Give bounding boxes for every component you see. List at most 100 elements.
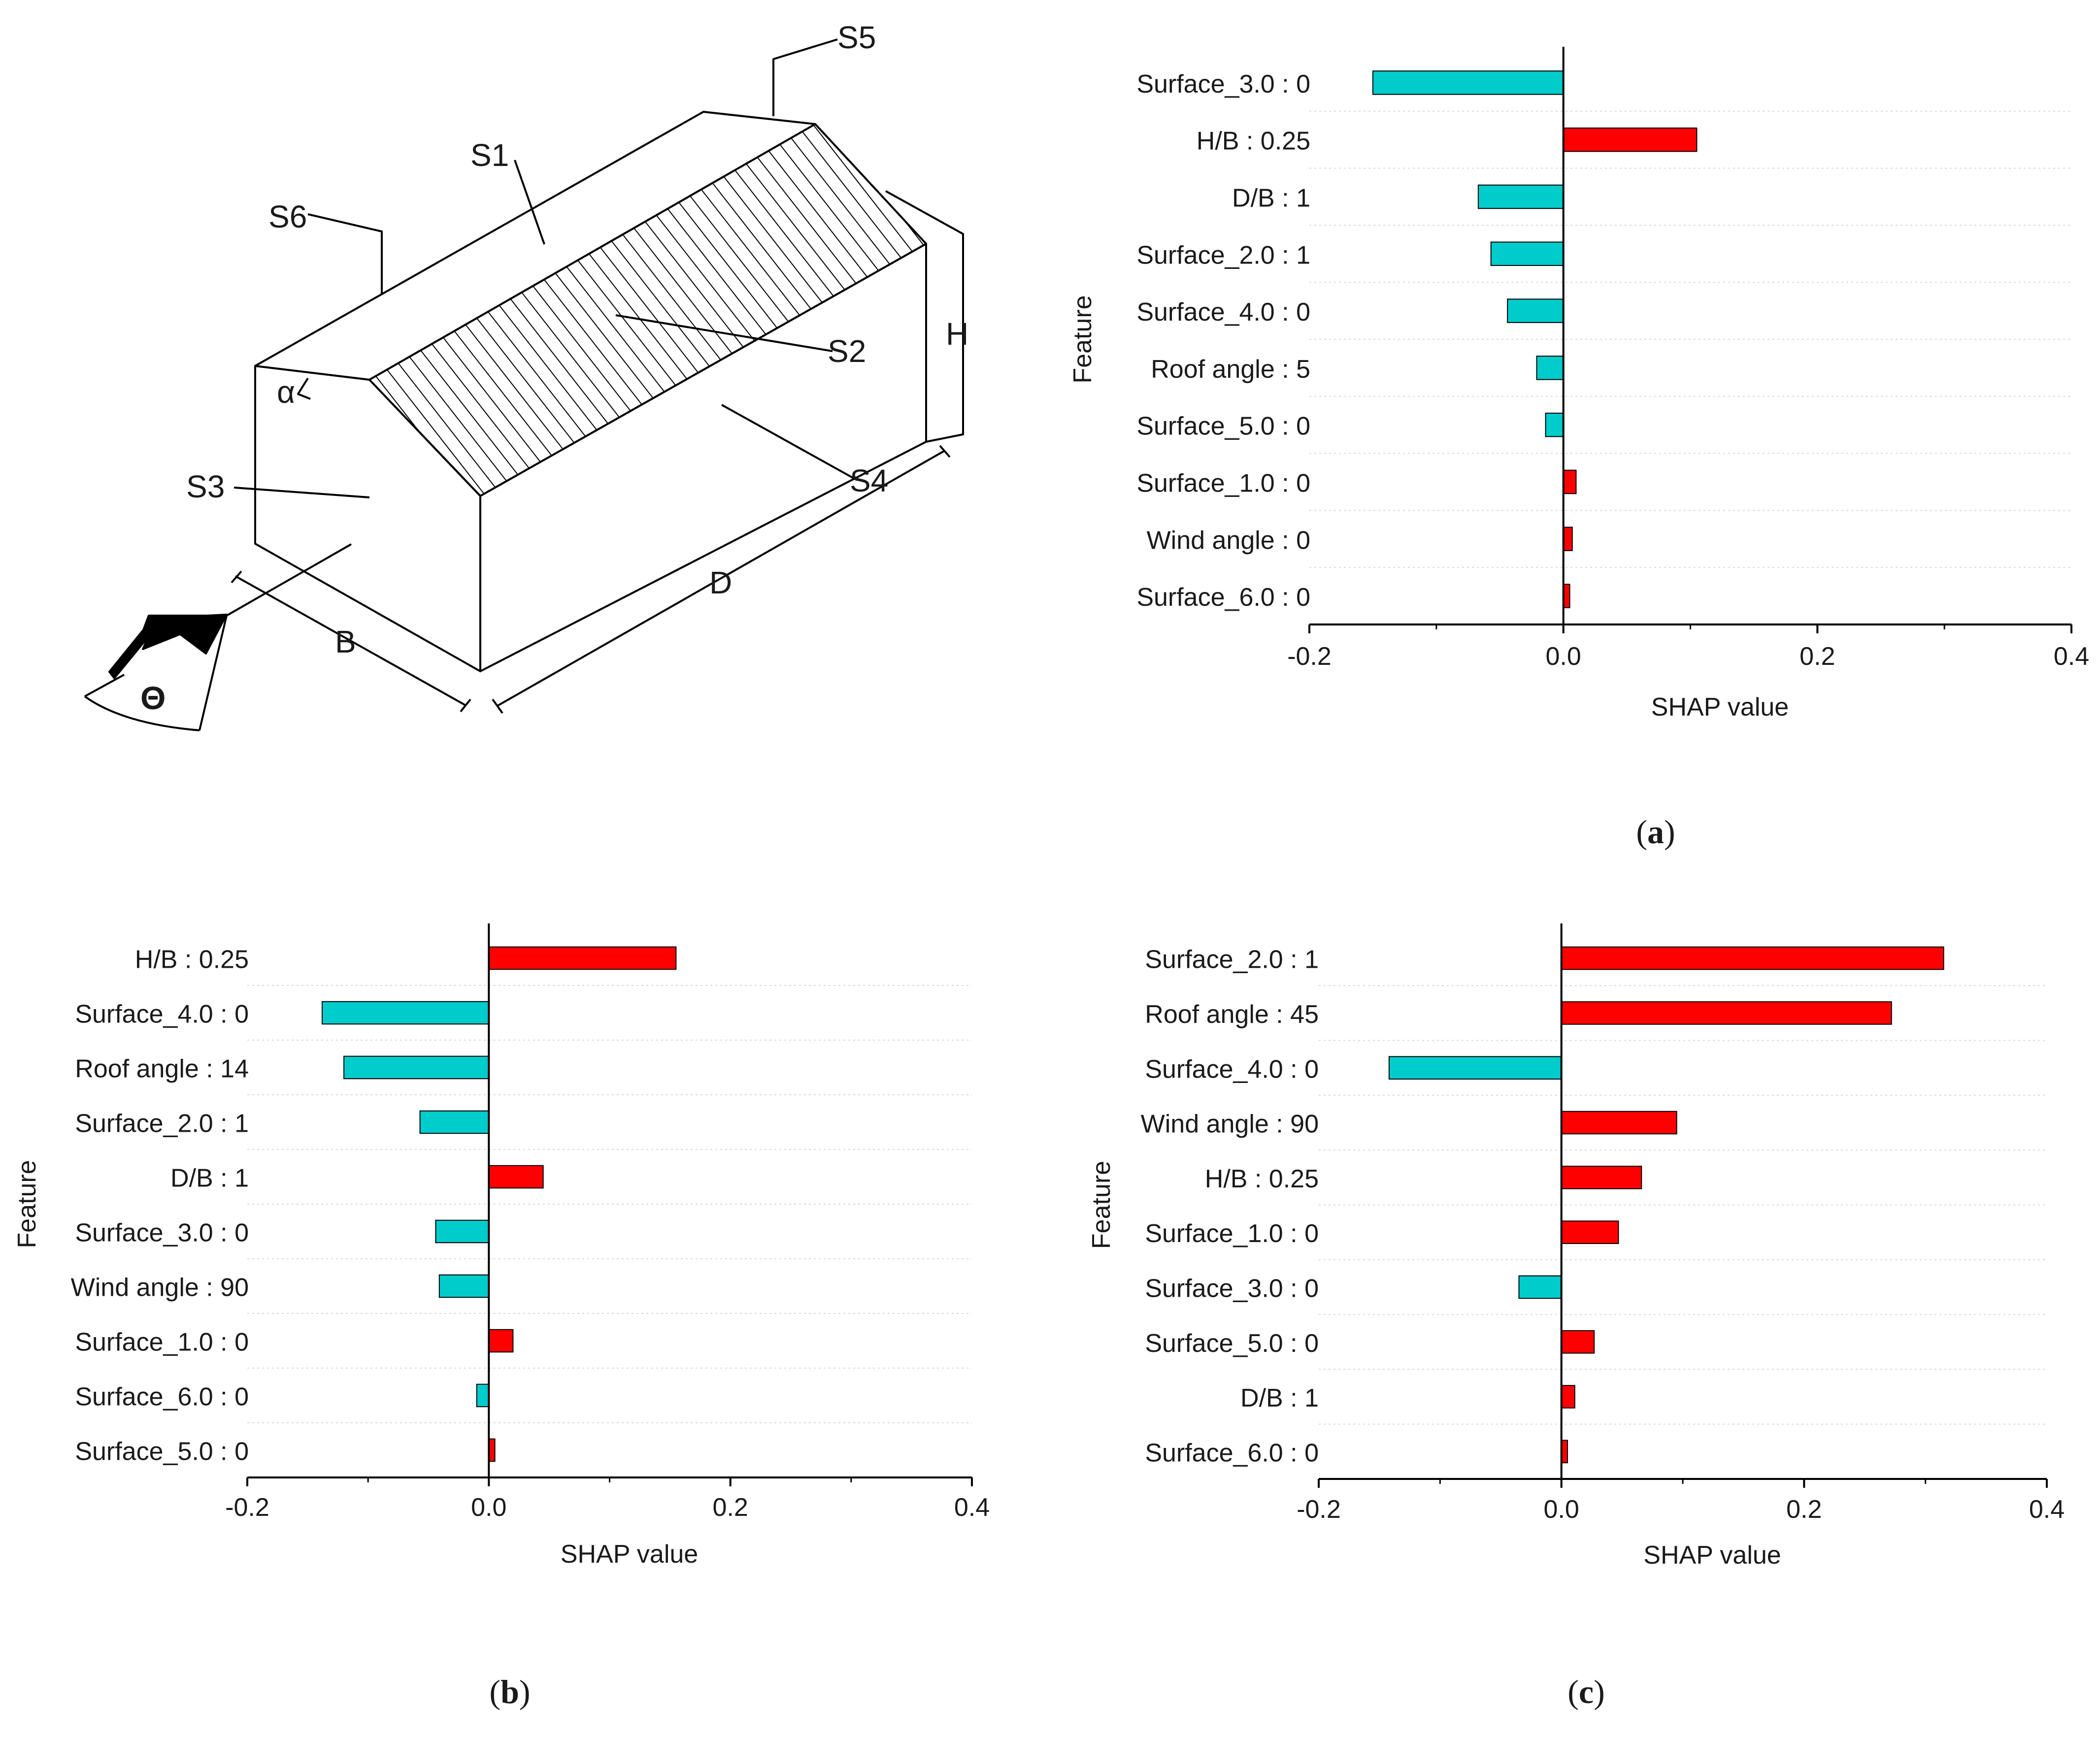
bar-8 [1563,469,1577,494]
bar-6 [1536,356,1564,380]
x-tick-label: 0.2 [713,1493,748,1522]
bar-1 [1561,946,1944,970]
y-axis-label: Feature [1087,1161,1116,1249]
label-h: H [946,316,968,352]
dimension-b-tick2 [460,698,471,713]
category-label: D/B : 1 [170,1164,249,1193]
label-s6: S6 [268,199,307,234]
caption-b: (b) [489,1673,530,1710]
bar-2 [1563,127,1698,152]
wind-direction-line [226,543,352,617]
bar-9 [476,1383,490,1408]
label-alpha: α [277,374,295,410]
category-label: Surface_5.0 : 0 [1136,412,1310,441]
category-label: Surface_1.0 : 0 [75,1328,249,1357]
x-tick-label: -0.2 [1287,642,1332,671]
leader-s4 [721,404,858,481]
x-tick-label: 0.4 [2029,1495,2065,1524]
leader-s5 [772,38,838,116]
category-label: Surface_6.0 : 0 [1145,1439,1319,1467]
category-label: Roof angle : 5 [1151,355,1310,384]
x-tick-label: 0.2 [1800,642,1835,671]
bar-5 [1507,298,1564,323]
theta-arc [84,695,200,731]
dimension-b-line [235,575,466,706]
category-label: Surface_2.0 : 1 [1136,241,1310,269]
label-s1: S1 [470,137,509,173]
x-tick-label: -0.2 [1297,1495,1341,1524]
category-label: Surface_4.0 : 0 [75,1000,249,1029]
category-label: Surface_6.0 : 0 [1136,583,1310,612]
bar-2 [322,1001,490,1025]
category-label: Surface_4.0 : 0 [1136,298,1310,327]
theta-arc-edge2 [84,674,125,697]
chart-c: Surface_2.0 : 1 Roof angle : 45 Surface_4.… [1087,923,2065,1570]
bar-3 [1477,184,1564,209]
bar-9 [1561,1385,1575,1409]
category-label: Surface_3.0 : 0 [1136,70,1310,98]
label-s4: S4 [850,463,888,498]
leader-alpha [297,377,311,400]
category-label: Roof angle : 14 [75,1055,249,1083]
bar-7 [1545,412,1564,437]
bar-7 [1518,1275,1562,1299]
category-label: Surface_3.0 : 0 [1145,1274,1319,1303]
label-theta: Θ [140,680,166,716]
y-axis-label: Feature [1068,295,1097,383]
chart-a: Surface_3.0 : 0 H/B : 0.25 D/B : 1 Surface_… [1068,47,2089,721]
category-label: Surface_1.0 : 0 [1136,469,1310,498]
dimension-d-tick2 [939,445,951,458]
bar-8 [488,1329,514,1353]
leader-s6 [307,213,383,295]
bar-1 [488,946,677,970]
dimension-d-line [497,450,945,707]
category-label: Wind angle : 0 [1147,526,1310,555]
bar-5 [488,1165,544,1189]
category-label: Surface_3.0 : 0 [75,1219,249,1247]
category-label: Surface_5.0 : 0 [75,1438,249,1466]
bar-4 [1490,241,1564,266]
category-label: Surface_4.0 : 0 [1145,1055,1319,1083]
category-label: D/B : 1 [1232,184,1310,213]
leader-s1 [514,160,545,245]
wind-arrow-icon [108,615,228,679]
dimension-h [885,190,964,443]
x-tick-label: 0.0 [1544,1495,1579,1524]
bar-8 [1561,1330,1595,1354]
dimension-b-tick1 [231,570,242,584]
wind-arrow-head-icon [158,614,228,655]
caption-c: (c) [1567,1673,1605,1710]
theta-arc-edge [199,615,228,731]
leader-s3 [233,487,370,498]
category-label: Surface_1.0 : 0 [1145,1219,1319,1248]
caption-a: (a) [1636,813,1675,851]
x-tick-label: 0.4 [954,1493,990,1522]
face-s2-hatched [368,123,927,497]
category-label: Wind angle : 90 [1141,1110,1319,1139]
x-tick-label: 0.0 [1546,642,1581,671]
bar-5 [1561,1166,1642,1189]
bar-3 [343,1055,490,1080]
bar-1 [1372,70,1564,95]
x-tick-label: -0.2 [225,1493,269,1522]
category-label: H/B : 0.25 [1205,1165,1319,1193]
category-label: H/B : 0.25 [1197,127,1310,156]
category-label: D/B : 1 [1240,1384,1319,1412]
label-s3: S3 [186,469,225,504]
category-label: Roof angle : 45 [1145,1000,1319,1029]
x-tick-label: 0.0 [471,1493,506,1522]
bar-4 [1561,1111,1677,1135]
label-d: D [709,565,732,600]
label-b: B [335,624,356,659]
category-label: Surface_2.0 : 1 [75,1110,249,1138]
x-tick-label: 0.2 [1786,1495,1822,1524]
category-label: Surface_5.0 : 0 [1145,1329,1319,1358]
category-label: Surface_2.0 : 1 [1145,946,1319,974]
x-axis-label: SHAP value [1643,1541,1781,1570]
label-s2: S2 [828,333,866,369]
y-axis-label: Feature [13,1160,41,1248]
x-axis-label: SHAP value [1651,693,1789,721]
building-diagram: S5 S1 S6 S2 S4 S3 H D B α Θ [84,20,968,731]
bar-7 [438,1274,490,1298]
category-label: H/B : 0.25 [135,946,249,974]
